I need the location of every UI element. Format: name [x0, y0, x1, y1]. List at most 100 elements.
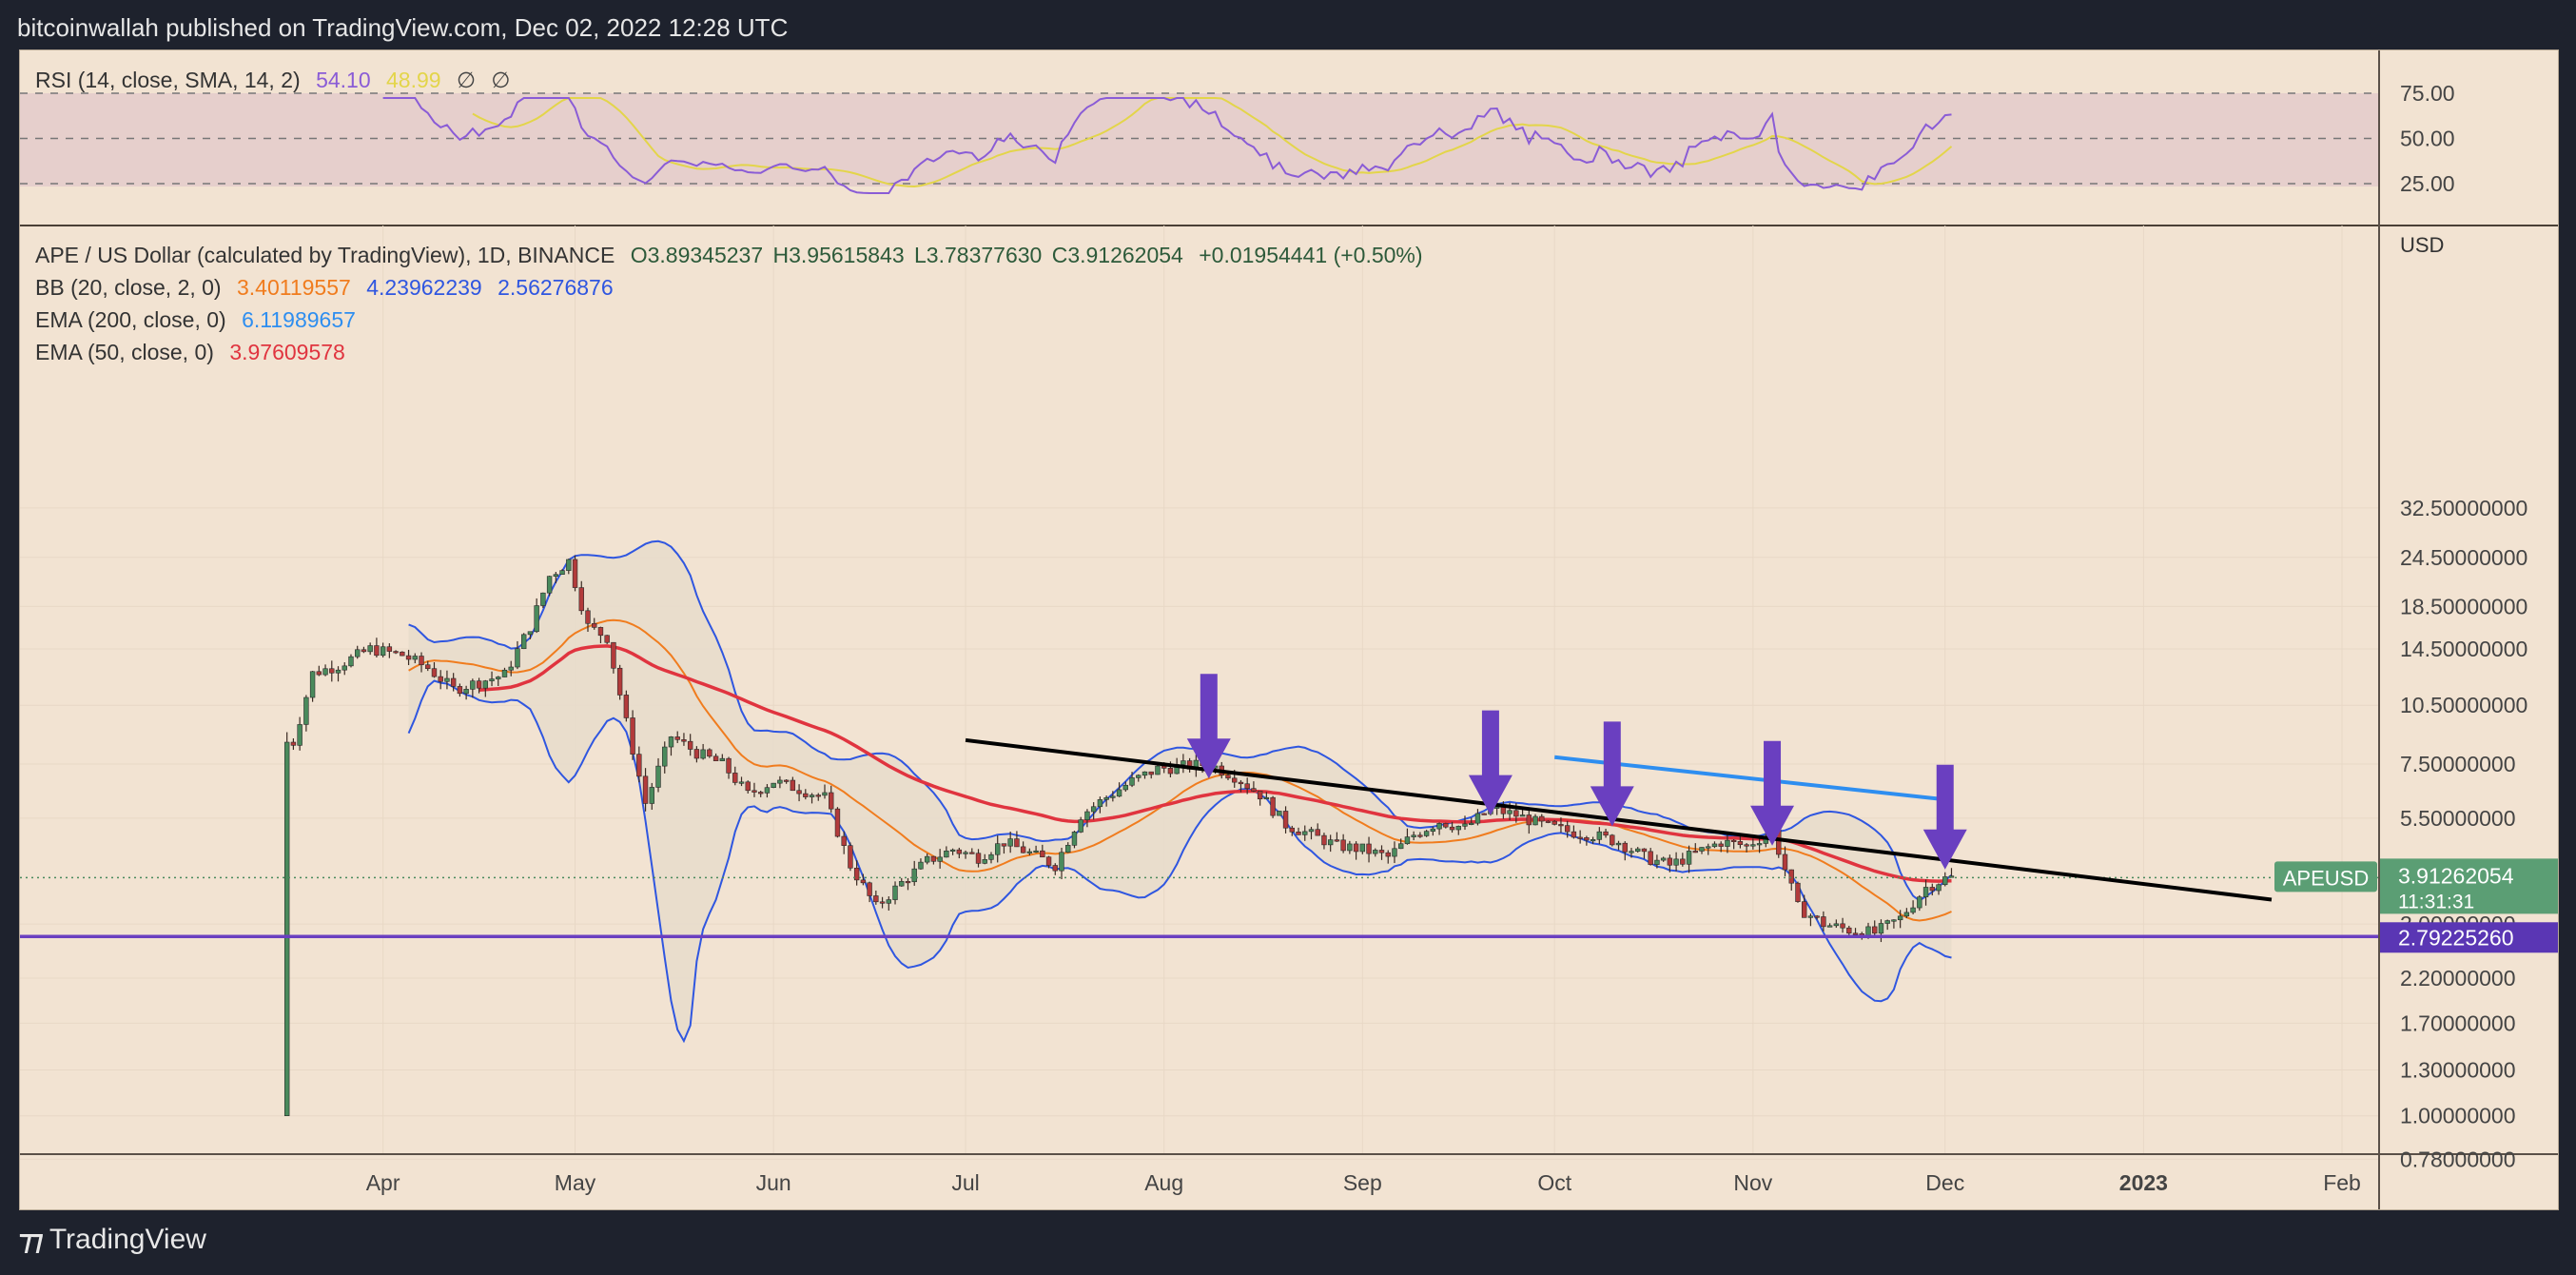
candle-body	[1052, 865, 1058, 872]
candle-body	[867, 882, 872, 896]
candle-body	[918, 861, 924, 870]
candle-body	[361, 649, 367, 653]
candle-body	[1507, 810, 1512, 814]
candle-body	[1347, 843, 1353, 852]
candle-body	[1302, 831, 1308, 835]
candle-body	[1110, 795, 1116, 798]
x-tick-label: Jun	[756, 1170, 791, 1195]
candle-body	[1142, 771, 1148, 776]
candle-body	[1071, 832, 1078, 846]
rsi-band	[20, 93, 2379, 186]
candle-body	[905, 881, 911, 884]
candle-body	[809, 794, 815, 797]
chart-svg[interactable]: 32.50000000 24.50000000 18.50000000 14.5000…	[20, 50, 2558, 1209]
y-tick-label: 0.78000000	[2400, 1147, 2516, 1171]
price-tag-box	[2380, 858, 2558, 914]
candle-body	[783, 779, 790, 782]
candle-body	[1327, 839, 1334, 846]
candle-body	[1667, 857, 1673, 866]
candle-body	[1660, 857, 1667, 861]
chart-frame[interactable]: 32.50000000 24.50000000 18.50000000 14.5000…	[19, 49, 2559, 1210]
y-tick-label: 32.50000000	[2400, 496, 2527, 520]
candle-body	[1181, 760, 1186, 765]
candle-body	[1449, 826, 1455, 831]
rsi-level-label: 25.00	[2400, 171, 2455, 196]
rsi-line	[382, 97, 1952, 194]
candle-body	[937, 856, 943, 862]
rsi-sma-line	[472, 97, 1953, 188]
candle-body	[1392, 848, 1397, 857]
candle-body	[1282, 811, 1289, 829]
candle-body	[892, 885, 898, 900]
candle-body	[1891, 919, 1897, 922]
rsi-legend: RSI (14, close, SMA, 14, 2) 54.10 48.99 …	[35, 68, 519, 93]
candle-body	[1610, 834, 1615, 846]
candle-body	[834, 808, 841, 837]
x-tick-label: May	[555, 1170, 596, 1195]
candle-body	[1129, 777, 1135, 786]
candle-body	[1846, 927, 1852, 934]
x-tick-label: 2023	[2119, 1170, 2168, 1195]
candle-body	[1596, 831, 1603, 840]
candle-body	[899, 881, 905, 887]
candle-body	[848, 845, 853, 869]
candle-body	[1455, 826, 1461, 831]
candle-body	[1385, 852, 1391, 857]
candle-body	[592, 622, 597, 628]
candle-body	[790, 779, 796, 792]
candle-body	[1321, 834, 1327, 846]
candle-body	[1903, 912, 1910, 917]
candle-body	[1155, 765, 1161, 775]
y-tick-label: 1.70000000	[2400, 1010, 2516, 1035]
candle-body	[482, 680, 489, 689]
x-tick-label: Aug	[1144, 1170, 1183, 1195]
rsi-legend-title: RSI (14, close, SMA, 14, 2)	[35, 68, 301, 92]
candle-body	[597, 627, 604, 637]
ema200-value: 6.11989657	[242, 307, 356, 332]
x-tick-label: Jul	[951, 1170, 979, 1195]
candle-body	[1539, 815, 1545, 822]
candle-body	[1353, 843, 1359, 853]
candle-body	[803, 793, 809, 797]
candle-body	[995, 843, 1001, 855]
symbol-tag-label: APEUSD	[2283, 866, 2369, 890]
ema200-legend: EMA (200, close, 0) 6.11989657	[35, 307, 365, 333]
symbol-tag-box	[2274, 861, 2377, 892]
candle-body	[1948, 875, 1955, 878]
candle-body	[969, 852, 975, 854]
candle-body	[496, 677, 501, 679]
candle-body	[822, 792, 828, 796]
candle-body	[982, 859, 987, 864]
candle-body	[1897, 915, 1903, 921]
candle-body	[604, 635, 610, 643]
candle-body	[1852, 932, 1859, 935]
candle-body	[470, 680, 476, 690]
candle-body	[777, 779, 783, 784]
candle-body	[963, 852, 968, 854]
candle-body	[745, 781, 751, 792]
candle-body	[1014, 838, 1020, 848]
ohlc-open: O3.89345237	[630, 243, 764, 267]
candle-body	[1929, 887, 1935, 892]
candle-body	[1718, 843, 1724, 847]
bb-basis-value: 3.40119557	[236, 275, 351, 300]
candle-body	[1257, 791, 1263, 800]
tradingview-footer[interactable]: ⁊⁊ TradingView	[19, 1224, 206, 1256]
x-tick-label: Dec	[1925, 1170, 1964, 1195]
candle-body	[1366, 843, 1372, 854]
candle-body	[501, 669, 508, 677]
candle-body	[329, 668, 335, 674]
candle-body	[1680, 858, 1686, 865]
candle-body	[1750, 844, 1756, 847]
candle-body	[1910, 907, 1916, 913]
candle-body	[476, 680, 482, 689]
support-tag-box	[2380, 922, 2558, 953]
candle-body	[655, 765, 661, 788]
candle-body	[559, 570, 565, 576]
candle-body	[457, 686, 463, 695]
candle-body	[1917, 896, 1922, 909]
bb-basis-line	[408, 618, 1952, 922]
candle-body	[707, 749, 712, 757]
down-arrow-icon	[1186, 674, 1231, 779]
candle-body	[1641, 848, 1648, 853]
